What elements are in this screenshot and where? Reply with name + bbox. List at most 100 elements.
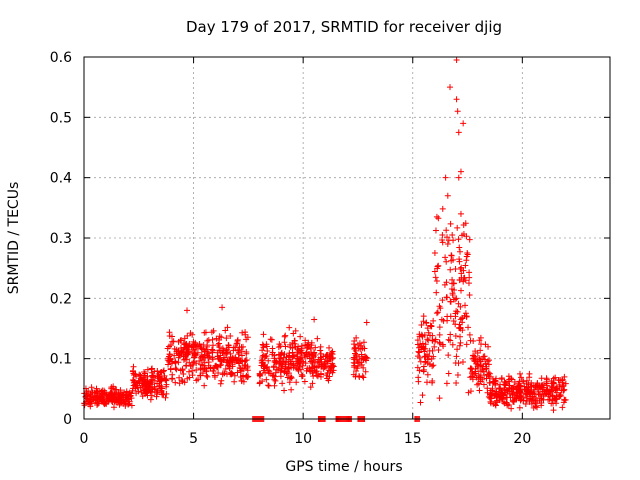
data-point [457,248,464,255]
data-point [440,343,447,350]
data-point [241,358,248,365]
data-point [101,400,108,407]
data-point [100,399,107,406]
data-point [218,377,225,384]
data-point [503,380,510,387]
data-point [352,345,359,352]
data-point [259,347,266,354]
y-tick-label: 0.5 [50,110,72,126]
data-point [493,388,500,395]
data-point [423,379,430,386]
data-point [445,370,452,377]
data-point [122,392,129,399]
data-point [432,338,439,345]
x-tick-label: 10 [294,431,312,447]
data-point [292,327,299,334]
data-point [483,365,490,372]
data-point [439,205,446,212]
data-point [279,359,286,366]
data-point [327,355,334,362]
data-point [454,371,461,378]
data-point [454,224,461,231]
data-point [298,349,305,356]
data-point [436,331,443,338]
data-point [311,349,318,356]
data-point [217,380,224,387]
data-points [81,57,569,422]
data-point [415,378,422,385]
data-point [153,391,160,398]
data-point [204,352,211,359]
data-point [419,392,426,399]
data-point [428,323,435,330]
data-point [180,371,187,378]
data-point [549,384,556,391]
data-point [508,376,515,383]
data-point [432,227,439,234]
data-point [481,372,488,379]
data-point [279,380,286,387]
data-point [261,362,268,369]
data-point [420,313,427,320]
data-point [201,348,208,355]
data-point [129,367,136,374]
data-point [510,385,517,392]
y-axis-label: SRMTID / TECUs [6,182,22,295]
data-point [356,374,363,381]
data-point [176,352,183,359]
data-point [527,383,534,390]
data-point [456,256,463,263]
data-point [453,96,460,103]
data-point [284,374,291,381]
data-point [265,382,272,389]
data-point [281,339,288,346]
data-point [94,389,101,396]
data-point [192,345,199,352]
data-point [271,382,278,389]
data-point [424,325,431,332]
data-point [538,393,545,400]
data-point [218,334,225,341]
data-point [523,377,530,384]
data-point [176,380,183,387]
data-point [449,341,456,348]
data-point [487,400,494,407]
data-point [455,360,462,367]
data-point [467,388,474,395]
data-point [160,391,167,398]
data-point [204,337,211,344]
data-point [149,372,156,379]
data-point [466,236,473,243]
data-point [288,373,295,380]
data-point [179,367,186,374]
data-point [524,387,531,394]
data-point [442,254,449,261]
data-point [309,359,316,366]
data-point [98,391,105,398]
data-point [287,361,294,368]
data-point [217,352,224,359]
y-tick-label: 0.1 [50,352,72,368]
data-point [360,364,367,371]
data-point [452,313,459,320]
data-point [323,372,330,379]
data-point [484,385,491,392]
data-point [462,310,469,317]
data-point [483,375,490,382]
x-tick-label: 0 [80,431,89,447]
data-point [462,220,469,227]
data-point [454,108,461,115]
data-point [117,400,124,407]
data-point [416,333,423,340]
data-point [520,378,527,385]
data-point [110,393,117,400]
data-point [450,280,457,287]
data-point [309,380,316,387]
data-point [161,372,168,379]
data-point [450,237,457,244]
data-point [226,357,233,364]
data-point [458,287,465,294]
data-point [436,395,443,402]
data-point [534,404,541,411]
data-point [96,394,103,401]
